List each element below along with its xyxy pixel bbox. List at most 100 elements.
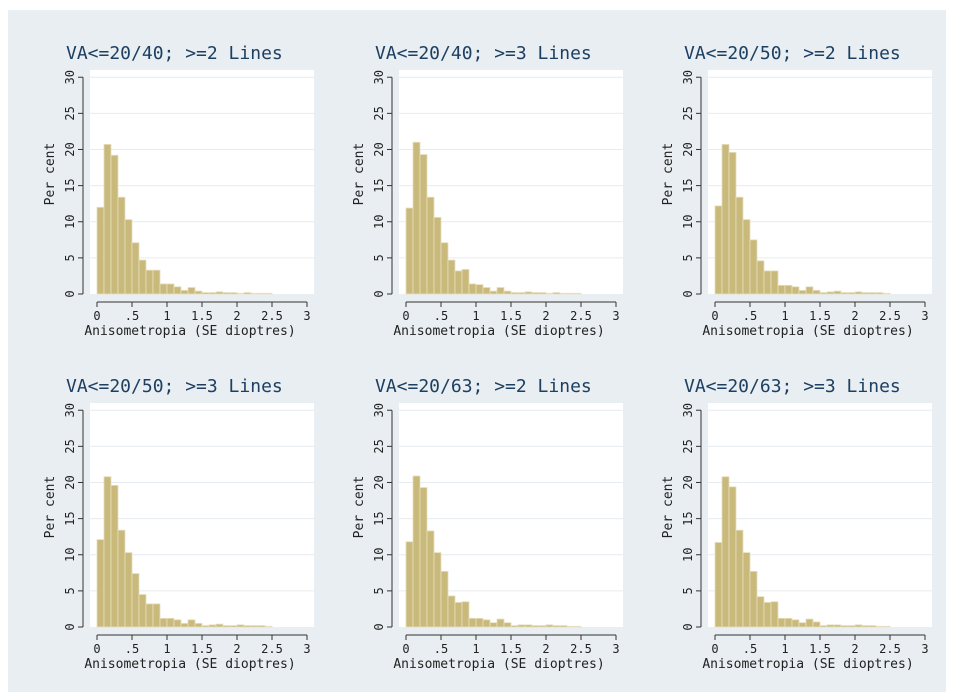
histogram-bar — [124, 552, 133, 628]
panel-title: VA<=20/40; >=2 Lines — [66, 43, 283, 64]
y-tick-label: 30 — [681, 403, 695, 417]
x-tick-label: 2.5 — [570, 642, 592, 656]
histogram-bar — [419, 487, 428, 628]
x-tick-label: 1 — [781, 309, 788, 323]
histogram-bar — [475, 617, 484, 628]
histogram-bar — [545, 292, 554, 295]
x-axis-title: Anisometropia (SE dioptres) — [393, 324, 604, 339]
histogram-bar — [742, 552, 751, 628]
y-tick-label: 0 — [63, 623, 77, 630]
histogram-bar — [735, 196, 744, 295]
histogram-bar — [735, 529, 744, 628]
histogram-bar — [875, 625, 884, 628]
histogram-bar — [173, 286, 182, 295]
y-tick-label: 25 — [372, 439, 386, 453]
histogram-bar — [222, 292, 231, 295]
histogram-bar — [552, 292, 561, 295]
histogram-bar — [461, 601, 470, 628]
y-tick-label: 0 — [63, 290, 77, 297]
x-tick-label: 1.5 — [809, 642, 831, 656]
x-tick-label: 1.5 — [809, 309, 831, 323]
histogram-bar — [798, 289, 807, 295]
histogram-bar — [201, 625, 210, 628]
histogram-bar — [152, 603, 161, 628]
x-axis-title: Anisometropia (SE dioptres) — [702, 324, 913, 339]
histogram-bar — [103, 476, 112, 628]
histogram-bar — [524, 291, 533, 295]
histogram-bar — [770, 601, 779, 628]
x-tick-label: 2 — [233, 642, 240, 656]
histogram-bar — [159, 283, 168, 295]
histogram-bar — [805, 618, 814, 628]
histogram-bar — [419, 154, 428, 295]
histogram-bar — [468, 283, 477, 295]
histogram-bar — [517, 624, 526, 628]
histogram-bar — [503, 290, 512, 295]
x-tick-label: 1 — [472, 642, 479, 656]
x-tick-label: 0 — [711, 309, 718, 323]
histogram-bar — [784, 284, 793, 295]
histogram-bar — [882, 625, 891, 628]
histogram-bar — [524, 624, 533, 628]
histogram-bar — [812, 289, 821, 295]
histogram-bar — [728, 486, 737, 628]
histogram-panel-5: 0 5 10 15 20 25 30 0 .5 1 1.5 2 2.5 3 Anisometropia (S… — [352, 376, 623, 672]
histogram-bar — [847, 625, 856, 628]
y-tick-label: 5 — [681, 587, 695, 594]
histogram-bar — [433, 552, 442, 628]
y-tick-label: 15 — [372, 178, 386, 192]
y-tick-label: 15 — [372, 511, 386, 525]
histogram-bar — [180, 622, 189, 628]
x-tick-label: 1 — [163, 309, 170, 323]
histogram-bar — [243, 625, 252, 628]
histogram-bar — [96, 539, 105, 628]
y-tick-label: 30 — [681, 70, 695, 84]
histogram-bar — [264, 625, 273, 628]
histogram-bar — [847, 292, 856, 295]
histogram-bar — [152, 269, 161, 295]
histogram-bar — [187, 619, 196, 628]
histogram-bar — [721, 144, 730, 295]
y-tick-label: 20 — [63, 142, 77, 156]
histogram-bar — [510, 292, 519, 295]
panel-title: VA<=20/63; >=2 Lines — [375, 376, 592, 397]
histogram-bar — [475, 284, 484, 295]
histogram-bar — [854, 291, 863, 295]
y-axis-title: Per cent — [352, 476, 367, 539]
x-tick-label: .5 — [434, 309, 448, 323]
x-tick-label: 0 — [93, 642, 100, 656]
histogram-bar — [819, 625, 828, 628]
histogram-bar — [124, 219, 133, 295]
histogram-bar — [264, 292, 273, 295]
histogram-bar — [194, 622, 203, 628]
histogram-bar — [777, 284, 786, 295]
histogram-bar — [538, 625, 547, 628]
y-tick-label: 0 — [372, 623, 386, 630]
y-tick-label: 15 — [681, 511, 695, 525]
histogram-bar — [840, 625, 849, 628]
histogram-bar — [166, 283, 175, 295]
y-tick-label: 10 — [372, 548, 386, 562]
histogram-bar — [791, 286, 800, 295]
histogram-bar — [117, 529, 126, 628]
histogram-bar — [503, 622, 512, 628]
histogram-bar — [538, 292, 547, 295]
x-tick-label: 2.5 — [879, 642, 901, 656]
histogram-bar — [426, 196, 435, 295]
y-axis-title: Per cent — [43, 143, 58, 206]
histogram-bar — [257, 625, 266, 628]
histogram-bar — [461, 269, 470, 295]
panel-title: VA<=20/40; >=3 Lines — [375, 43, 592, 64]
histogram-bar — [412, 475, 421, 628]
x-tick-label: 1 — [781, 642, 788, 656]
histogram-bar — [868, 625, 877, 628]
x-tick-label: 1.5 — [500, 309, 522, 323]
histogram-bar — [784, 617, 793, 628]
x-tick-label: 2.5 — [879, 309, 901, 323]
x-tick-label: 3 — [921, 642, 928, 656]
y-tick-label: 5 — [63, 587, 77, 594]
histogram-bar — [826, 624, 835, 628]
histogram-bar — [573, 292, 582, 295]
x-tick-label: 0 — [402, 642, 409, 656]
x-tick-label: 2 — [851, 309, 858, 323]
